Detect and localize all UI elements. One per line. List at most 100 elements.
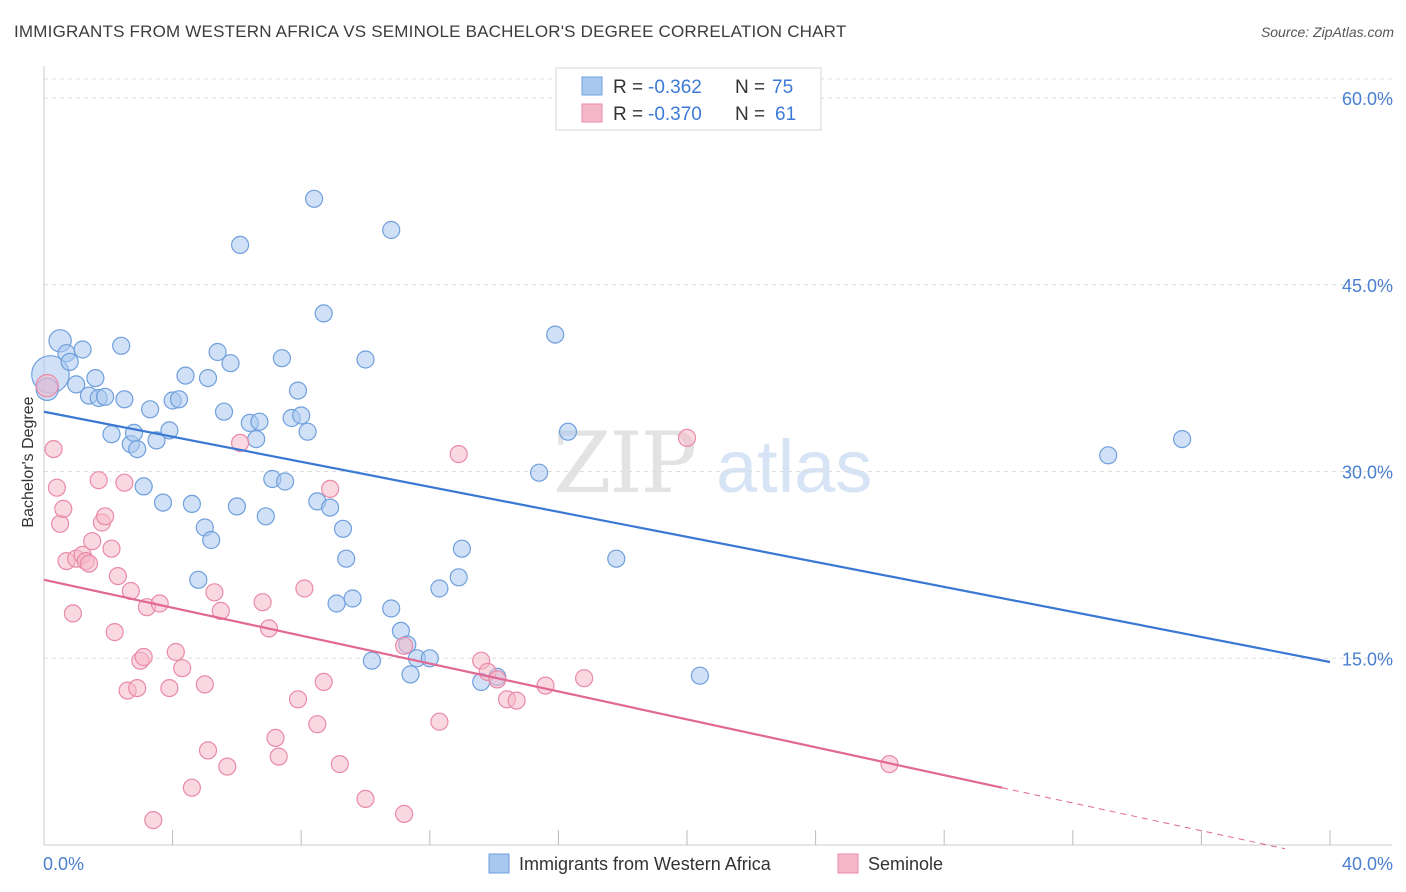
seminole-point — [54, 499, 73, 518]
legend-r-label-2: R = — [613, 104, 643, 125]
immigrants-point — [67, 375, 86, 394]
seminole-point — [50, 514, 70, 533]
seminole-point — [182, 778, 201, 797]
chart-title: IMMIGRANTS FROM WESTERN AFRICA VS SEMINO… — [14, 22, 847, 41]
immigrants-point — [362, 651, 381, 670]
seminole-point — [536, 676, 555, 695]
immigrants-point — [401, 665, 420, 684]
immigrants-point — [546, 325, 565, 344]
seminole-point — [395, 636, 414, 655]
legend-r-label-1: R = — [613, 77, 643, 98]
seminole-point — [677, 428, 697, 447]
immigrants-point — [452, 539, 471, 558]
seminole-point — [308, 715, 327, 734]
seminole-point — [128, 678, 147, 698]
seminole-point — [507, 691, 526, 710]
series-seminole-points — [35, 373, 899, 830]
seminole-point — [134, 647, 153, 667]
immigrants-point — [176, 366, 195, 385]
immigrants-point — [558, 422, 578, 441]
immigrants-point — [86, 369, 105, 388]
seminole-point — [144, 810, 163, 830]
immigrants-point — [169, 390, 189, 409]
immigrants-point — [272, 349, 291, 368]
seminole-point — [314, 672, 333, 692]
trend-lines — [43, 410, 1331, 850]
immigrants-point — [128, 440, 147, 459]
watermark-zip: ZIP — [553, 414, 695, 512]
immigrants-point — [189, 570, 208, 589]
immigrants-point — [382, 220, 401, 240]
trend-line-seminole-extension — [1001, 787, 1286, 850]
seminole-point — [231, 433, 250, 452]
seminole-point — [195, 675, 214, 694]
seminole-point — [430, 712, 449, 731]
legend-n-label-2: N = — [735, 104, 765, 125]
trend-line-immigrants — [43, 410, 1331, 664]
seminole-point — [266, 728, 285, 748]
seminole-point — [102, 539, 121, 558]
immigrants-point — [1172, 430, 1192, 449]
immigrants-point — [1099, 446, 1118, 465]
immigrants-point — [321, 498, 340, 517]
immigrants-point — [153, 493, 173, 512]
seminole-point — [288, 690, 308, 709]
gridlines — [44, 78, 1392, 659]
immigrants-point — [276, 472, 295, 491]
immigrants-point — [356, 350, 375, 369]
y-tick-label: 45.0% — [1342, 276, 1393, 296]
legend-n-value-2: 61 — [775, 104, 796, 125]
immigrants-point — [343, 589, 362, 608]
immigrants-point — [298, 422, 317, 441]
immigrants-point — [247, 430, 266, 449]
immigrants-point — [227, 497, 246, 516]
seminole-point — [47, 478, 67, 497]
seminole-point — [395, 804, 414, 824]
series-legend-label-immigrants: Immigrants from Western Africa — [519, 854, 772, 874]
immigrants-point — [337, 549, 356, 568]
immigrants-point — [333, 519, 353, 538]
immigrants-point — [182, 494, 201, 513]
trend-line-seminole — [43, 578, 1003, 789]
immigrants-point — [73, 340, 92, 359]
seminole-point — [95, 507, 115, 526]
immigrants-point — [231, 235, 250, 254]
seminole-point — [173, 659, 192, 678]
correlation-legend: R = -0.362 N = 75 R = -0.370 N = 61 — [555, 67, 822, 131]
seminole-point — [79, 554, 99, 573]
seminole-point — [89, 471, 108, 490]
immigrants-point — [141, 400, 160, 419]
axes — [43, 66, 1392, 846]
legend-r-value-2: -0.370 — [648, 104, 702, 125]
legend-swatch-pink — [581, 103, 603, 123]
immigrants-point — [102, 425, 121, 444]
immigrants-point — [221, 354, 240, 373]
legend-n-value-1: 75 — [772, 77, 793, 98]
immigrants-point — [382, 599, 401, 618]
seminole-point — [198, 741, 218, 760]
immigrants-point — [314, 304, 333, 323]
seminole-point — [115, 473, 134, 492]
seminole-point — [253, 593, 272, 612]
immigrants-point — [208, 342, 227, 362]
x-tick-label-min: 0.0% — [43, 854, 84, 874]
y-tick-label: 30.0% — [1342, 463, 1393, 483]
source-credit: Source: ZipAtlas.com — [1260, 24, 1394, 40]
seminole-point — [218, 757, 237, 776]
seminole-point — [269, 747, 288, 766]
series-legend-label-seminole: Seminole — [868, 854, 943, 874]
immigrants-point — [607, 549, 626, 568]
seminole-point — [449, 445, 468, 464]
x-ticks — [172, 830, 1331, 845]
immigrants-point — [147, 431, 166, 450]
seminole-point — [295, 579, 314, 598]
immigrants-point — [305, 189, 324, 208]
seminole-point — [211, 601, 230, 621]
seminole-point — [321, 479, 340, 498]
seminole-point — [44, 440, 63, 459]
series-legend-swatch-seminole — [837, 853, 859, 874]
immigrants-point — [134, 477, 153, 496]
seminole-point — [330, 754, 349, 774]
legend-n-label-1: N = — [735, 77, 765, 98]
